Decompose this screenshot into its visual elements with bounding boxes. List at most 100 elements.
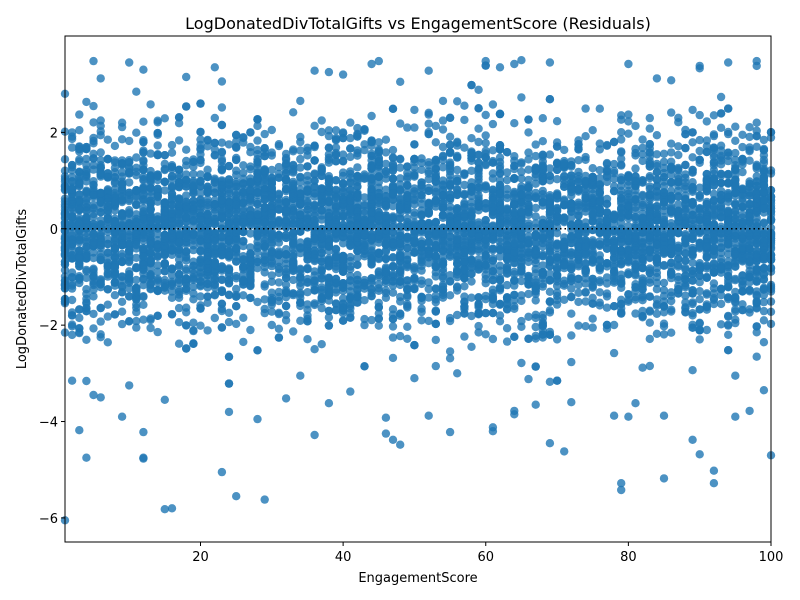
data-point: [652, 329, 662, 338]
data-point: [331, 285, 341, 294]
data-point: [82, 252, 91, 261]
data-point: [310, 202, 319, 211]
data-point: [645, 124, 654, 133]
data-point: [139, 281, 148, 290]
data-point: [645, 172, 654, 181]
data-point: [89, 292, 98, 301]
data-point: [517, 93, 526, 102]
data-point: [574, 280, 583, 290]
data-point: [638, 156, 647, 166]
data-point: [89, 309, 98, 319]
data-point: [317, 257, 326, 266]
data-point: [517, 276, 526, 286]
data-point: [667, 148, 676, 157]
data-point: [82, 160, 91, 169]
data-point: [388, 202, 398, 211]
data-point: [652, 201, 662, 211]
data-point: [674, 275, 683, 285]
data-point: [524, 165, 533, 174]
data-point: [759, 297, 769, 307]
data-point: [267, 320, 276, 330]
data-point: [481, 146, 490, 155]
data-point: [117, 276, 127, 285]
data-point: [695, 335, 704, 344]
data-point: [367, 173, 376, 183]
data-point: [581, 322, 590, 331]
data-point: [274, 162, 284, 172]
data-point: [338, 239, 348, 248]
data-point: [67, 203, 77, 212]
data-point: [189, 182, 198, 192]
data-point: [75, 196, 84, 205]
data-point: [716, 123, 726, 132]
data-point: [232, 274, 241, 283]
data-point: [232, 190, 241, 200]
data-point: [274, 189, 284, 198]
data-point: [602, 177, 612, 187]
data-point: [695, 287, 704, 296]
data-point: [652, 272, 662, 282]
data-point: [310, 182, 319, 191]
points-layer: [60, 56, 776, 525]
data-point: [502, 253, 512, 262]
data-point: [581, 288, 590, 297]
data-point: [296, 163, 305, 172]
data-point: [738, 210, 747, 219]
data-point: [210, 313, 219, 323]
data-point: [631, 269, 640, 279]
data-point: [481, 235, 490, 245]
data-point: [595, 240, 604, 249]
data-point: [346, 256, 355, 266]
data-point: [538, 251, 547, 261]
data-point: [424, 278, 433, 287]
data-point: [260, 295, 269, 304]
data-point: [189, 169, 198, 179]
data-point: [296, 290, 305, 299]
data-point: [67, 295, 77, 305]
data-point: [338, 150, 348, 159]
data-point: [96, 317, 105, 326]
data-point: [659, 261, 669, 270]
data-point: [560, 171, 569, 181]
data-point: [438, 152, 448, 161]
data-point: [495, 246, 505, 255]
data-point: [467, 247, 476, 256]
data-point: [424, 218, 433, 228]
data-point: [260, 166, 269, 176]
data-point: [381, 254, 391, 264]
data-point: [731, 148, 740, 158]
data-point: [681, 308, 690, 317]
data-point: [189, 245, 198, 255]
data-point: [624, 228, 633, 237]
data-point: [232, 302, 241, 311]
data-point: [338, 156, 348, 166]
data-point: [82, 335, 91, 344]
data-point: [738, 167, 747, 177]
data-point: [602, 273, 612, 282]
data-point: [738, 305, 747, 315]
data-point: [624, 110, 633, 119]
data-point: [652, 131, 662, 140]
data-point: [745, 305, 754, 314]
data-point: [460, 332, 469, 341]
data-point: [588, 126, 597, 135]
data-point: [709, 284, 719, 293]
data-point: [182, 156, 191, 166]
data-point: [82, 170, 91, 179]
data-point: [189, 230, 198, 239]
data-point: [360, 209, 369, 218]
data-point: [567, 284, 576, 293]
data-point: [381, 185, 391, 194]
data-point: [510, 208, 519, 217]
data-point: [624, 117, 633, 126]
data-point: [517, 182, 526, 191]
data-point: [502, 175, 512, 185]
data-point: [481, 131, 490, 140]
data-point: [588, 164, 597, 173]
data-point: [360, 145, 369, 155]
data-point: [167, 271, 177, 280]
data-point: [388, 333, 398, 342]
data-point: [438, 237, 448, 247]
data-point: [274, 257, 284, 266]
data-point: [89, 212, 98, 221]
